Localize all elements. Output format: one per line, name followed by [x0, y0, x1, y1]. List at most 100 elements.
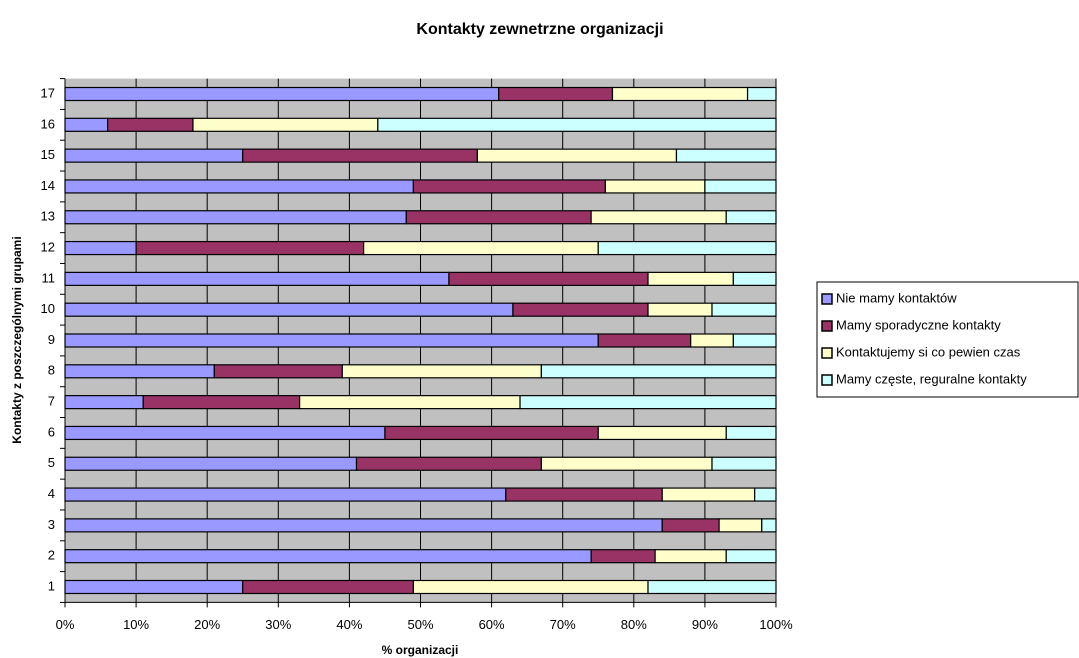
- bar-segment: [64, 395, 144, 410]
- x-tick-label: 90%: [692, 617, 718, 632]
- bar-segment: [690, 333, 734, 348]
- bar-segment: [341, 364, 542, 379]
- x-tick-label: 20%: [194, 617, 220, 632]
- y-tick-label: 13: [41, 209, 55, 224]
- bar-segment: [299, 395, 521, 410]
- bar-segment: [704, 179, 777, 194]
- bar-segment: [590, 549, 656, 564]
- y-tick-label: 8: [48, 363, 55, 378]
- bar-segment: [732, 271, 777, 286]
- legend-swatch: [821, 293, 833, 305]
- bar-segment: [64, 86, 500, 102]
- bar-segment: [647, 271, 734, 286]
- bar-segment: [213, 364, 343, 379]
- y-tick-label: 14: [41, 178, 55, 193]
- bar-segment: [64, 240, 137, 256]
- bar-segment: [64, 487, 507, 502]
- bar-segment: [498, 86, 614, 102]
- bar-segment: [725, 425, 777, 441]
- x-tick-label: 50%: [407, 617, 433, 632]
- y-tick-label: 4: [48, 486, 55, 501]
- y-tick-label: 3: [48, 517, 55, 532]
- bar-segment: [718, 518, 763, 533]
- y-tick-label: 11: [42, 270, 56, 285]
- y-tick-label: 16: [41, 116, 55, 131]
- bar-segment: [761, 518, 777, 533]
- bar-segment: [611, 86, 749, 102]
- bar-segment: [732, 333, 777, 348]
- y-tick-label: 7: [48, 394, 55, 409]
- legend-label: Mamy częste, reguralne kontakty: [836, 371, 1027, 386]
- bar-segment: [476, 148, 678, 163]
- x-tick-label: 0%: [56, 617, 75, 632]
- bar-segment: [405, 210, 592, 225]
- bar-segment: [64, 302, 514, 317]
- bar-segment: [64, 425, 386, 441]
- bar-segment: [242, 579, 414, 595]
- y-tick-label: 10: [41, 301, 55, 316]
- bar-segment: [363, 240, 599, 256]
- bar-segment: [590, 210, 727, 225]
- legend-swatch: [821, 320, 833, 332]
- bar-segment: [661, 487, 756, 502]
- y-axis-title: Kontakty z poszczególnymi grupami: [10, 236, 24, 443]
- bar-segment: [597, 240, 777, 256]
- bar-segment: [64, 549, 592, 564]
- bar-segment: [746, 86, 777, 102]
- bar-segment: [64, 333, 599, 348]
- y-tick-label: 6: [48, 424, 55, 439]
- bar-segment: [355, 456, 542, 471]
- x-axis-title: % organizacji: [382, 643, 459, 657]
- bar-segment: [412, 179, 606, 194]
- bar-segment: [135, 240, 365, 256]
- chart-title: Kontakty zewnetrzne organizacji: [416, 21, 663, 38]
- bar-segment: [647, 579, 777, 595]
- x-tick-label: 80%: [621, 617, 647, 632]
- bar-segment: [142, 395, 301, 410]
- y-tick-label: 9: [48, 332, 55, 347]
- bar-segment: [647, 302, 713, 317]
- legend-label: Mamy sporadyczne kontakty: [836, 317, 1001, 332]
- legend: Nie mamy kontaktów Mamy sporadyczne konta…: [816, 281, 1079, 398]
- y-tick-label: 5: [48, 455, 55, 470]
- legend-label: Nie mamy kontaktów: [836, 290, 957, 305]
- y-tick-label: 12: [41, 240, 55, 255]
- bar-segment: [711, 302, 777, 317]
- bar-segment: [540, 364, 777, 379]
- bar-segment: [64, 456, 358, 471]
- bar-segment: [604, 179, 706, 194]
- bar-segment: [377, 117, 777, 132]
- bar-segment: [654, 549, 727, 564]
- bar-segment: [597, 425, 727, 441]
- y-tick-label: 15: [41, 147, 55, 162]
- y-tick-label: 1: [48, 578, 55, 593]
- bar-segment: [512, 302, 649, 317]
- legend-swatch: [821, 374, 833, 386]
- bar-segment: [754, 487, 777, 502]
- bar-segment: [64, 518, 663, 533]
- bar-segment: [412, 579, 649, 595]
- bar-segment: [505, 487, 663, 502]
- x-tick-label: 70%: [550, 617, 576, 632]
- bar-segment: [384, 425, 599, 441]
- legend-label: Kontaktujemy si co pewien czas: [836, 344, 1021, 359]
- bar-segment: [192, 117, 379, 132]
- y-tick-label: 17: [41, 85, 55, 100]
- bar-segment: [725, 210, 777, 225]
- bar-segment: [519, 395, 777, 410]
- bar-segment: [64, 179, 414, 194]
- bar-segment: [107, 117, 194, 132]
- legend-swatch: [821, 347, 833, 359]
- bar-segment: [711, 456, 777, 471]
- bar-segment: [661, 518, 720, 533]
- bar-segment: [64, 364, 215, 379]
- bar-segment: [64, 210, 407, 225]
- bar-segment: [540, 456, 713, 471]
- y-tick-label: 2: [48, 548, 55, 563]
- bar-segment: [725, 549, 777, 564]
- legend-box: [816, 281, 1079, 398]
- bar-segment: [242, 148, 478, 163]
- bar-segment: [448, 271, 649, 286]
- bar-segment: [64, 148, 244, 163]
- x-tick-label: 40%: [336, 617, 362, 632]
